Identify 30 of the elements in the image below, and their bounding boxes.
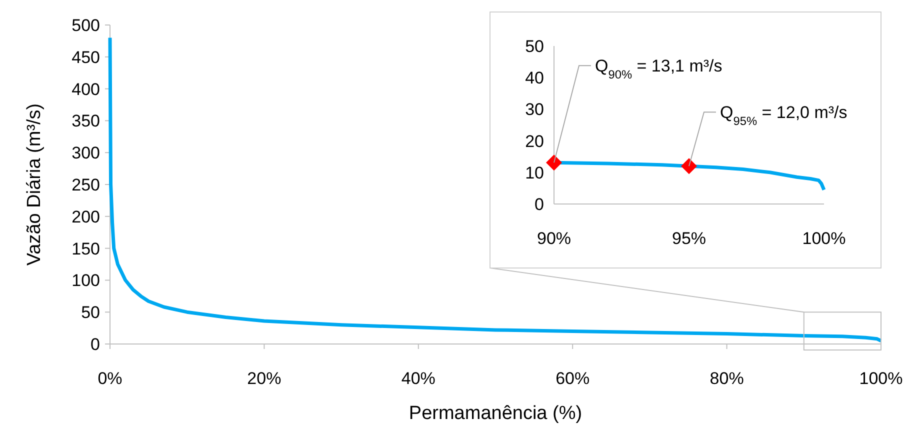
- y-tick-label: 350: [72, 112, 100, 131]
- y-tick-label: 40: [525, 68, 544, 88]
- y-tick-label: 0: [534, 195, 544, 214]
- y-tick-label: 0: [90, 335, 100, 354]
- y-tick-label: 200: [72, 207, 100, 226]
- x-tick-label: 40%: [401, 369, 436, 388]
- x-tick-label: 80%: [710, 369, 744, 388]
- x-axis-title: Permamanência (%): [408, 403, 582, 424]
- x-tick-label: 100%: [802, 229, 846, 248]
- y-tick-label: 20: [525, 132, 544, 151]
- y-tick-label: 500: [72, 16, 100, 35]
- y-tick-label: 450: [72, 48, 100, 67]
- x-tick-label: 20%: [247, 369, 282, 388]
- y-tick-label: 50: [525, 37, 544, 56]
- y-tick-label: 50: [81, 303, 100, 322]
- y-tick-label: 250: [72, 176, 100, 194]
- y-tick-label: 30: [525, 100, 544, 120]
- y-tick-label: 400: [72, 80, 100, 99]
- y-tick-label: 100: [72, 271, 100, 290]
- x-tick-label: 95%: [672, 229, 706, 248]
- x-tick-label: 0%: [98, 369, 122, 388]
- y-tick-label: 10: [525, 163, 544, 182]
- y-tick-label: 300: [72, 144, 100, 163]
- annotation: Q$_{90%}$ = 13,1 m³/s: [595, 56, 722, 82]
- x-tick-label: 100%: [859, 369, 903, 388]
- x-tick-label: 60%: [556, 369, 590, 388]
- y-tick-label: 150: [72, 239, 100, 258]
- x-tick-label: 90%: [536, 229, 572, 248]
- y-axis-title: Vazão Diária (m³/s): [24, 103, 45, 266]
- annotation: Q$_{95%}$ = 12,0 m³/s: [720, 103, 848, 128]
